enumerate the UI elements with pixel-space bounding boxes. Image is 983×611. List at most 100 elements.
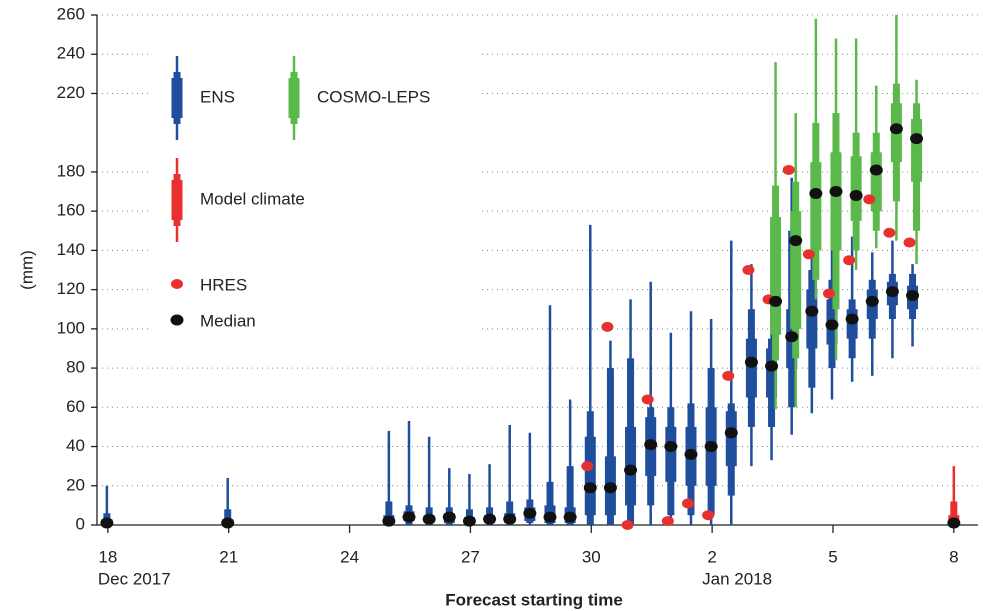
box-group (907, 264, 919, 347)
box-group (866, 252, 878, 376)
median-point (910, 133, 924, 145)
box-group (886, 240, 898, 359)
box-group (705, 319, 717, 525)
hres-point (903, 237, 916, 248)
median-point (684, 448, 698, 460)
box-group (790, 113, 802, 408)
median-point (402, 511, 416, 523)
median-point (849, 189, 863, 201)
median-point (809, 188, 823, 199)
y-tick-label: 180 (57, 161, 85, 180)
box-group (725, 240, 737, 525)
y-tick-label: 80 (66, 358, 85, 377)
box-group (544, 305, 556, 525)
legend-icon (288, 78, 300, 118)
x-tick-label: 21 (219, 547, 238, 566)
box-inner (766, 348, 778, 398)
legend-label: ENS (200, 87, 235, 106)
box-outer (224, 509, 232, 525)
box-outer (566, 466, 574, 525)
box-group (504, 424, 516, 525)
x-tick-label: 2 (707, 547, 716, 566)
median-point (789, 235, 803, 247)
median-point (769, 295, 783, 307)
legend-icon (170, 314, 184, 326)
hres-point (843, 255, 856, 266)
box-group (850, 38, 862, 270)
box-inner (665, 426, 677, 482)
box-group (604, 340, 616, 525)
x-tick-label: 8 (949, 547, 958, 566)
box-inner (584, 436, 596, 516)
box-inner (745, 338, 757, 398)
median-point (785, 331, 799, 343)
hres-point (681, 498, 694, 509)
hres-point (883, 227, 896, 238)
y-tick-label: 240 (57, 44, 85, 63)
x-tick-label: 27 (461, 547, 480, 566)
median-point (765, 360, 779, 372)
hres-point (641, 394, 654, 405)
box-inner (911, 118, 923, 182)
box-outer (950, 501, 958, 525)
median-point (100, 517, 114, 529)
median-point (865, 295, 879, 307)
hres-point (722, 370, 735, 381)
median-point (744, 356, 758, 368)
median-point (382, 515, 396, 527)
y-tick-label: 260 (57, 4, 85, 23)
median-point (724, 427, 738, 439)
median-point (906, 290, 920, 301)
hres-point (822, 288, 835, 299)
hres-point (702, 510, 715, 521)
x-tick-label: 30 (582, 547, 601, 566)
median-point (523, 507, 537, 519)
legend-icon (171, 279, 183, 289)
hres-point (863, 194, 876, 205)
median-point (422, 513, 436, 525)
median-point (543, 511, 557, 523)
box-inner (850, 156, 862, 221)
legend-label: COSMO-LEPS (317, 87, 430, 106)
box-inner (806, 289, 818, 349)
box-group (584, 224, 596, 525)
median-point (624, 464, 638, 476)
median-point (947, 517, 961, 529)
median-point (462, 515, 476, 527)
median-point (503, 513, 517, 525)
legend-label: Median (200, 311, 256, 330)
median-point (644, 439, 658, 451)
box-inner (870, 152, 882, 212)
y-tick-label: 100 (57, 318, 85, 337)
box-group (685, 311, 697, 525)
box-group (810, 18, 822, 300)
box-group (770, 62, 782, 410)
box-inner (790, 211, 802, 329)
x-sublabel: Dec 2017 (98, 569, 171, 588)
box-inner (725, 411, 737, 467)
median-point (889, 123, 903, 135)
median-point (583, 482, 597, 494)
box-group (806, 230, 818, 414)
box-outer (606, 368, 614, 525)
median-point (825, 319, 839, 331)
box-group (911, 79, 923, 265)
legend-label: Model climate (200, 189, 305, 208)
median-point (885, 286, 899, 298)
box-group (948, 466, 960, 525)
hres-point (802, 249, 815, 260)
box-group (665, 332, 677, 525)
median-point (442, 511, 456, 523)
median-point (845, 313, 859, 325)
median-point (563, 511, 577, 523)
median-point (829, 186, 843, 198)
y-axis-label: (mm) (17, 250, 36, 290)
median-point (603, 482, 617, 494)
y-tick-label: 60 (66, 397, 85, 416)
y-tick-label: 0 (76, 514, 85, 533)
box-group (423, 436, 435, 525)
box-group (383, 430, 395, 525)
median-point (805, 305, 819, 317)
box-outer (546, 481, 554, 525)
x-sublabel: Jan 2018 (702, 569, 772, 588)
